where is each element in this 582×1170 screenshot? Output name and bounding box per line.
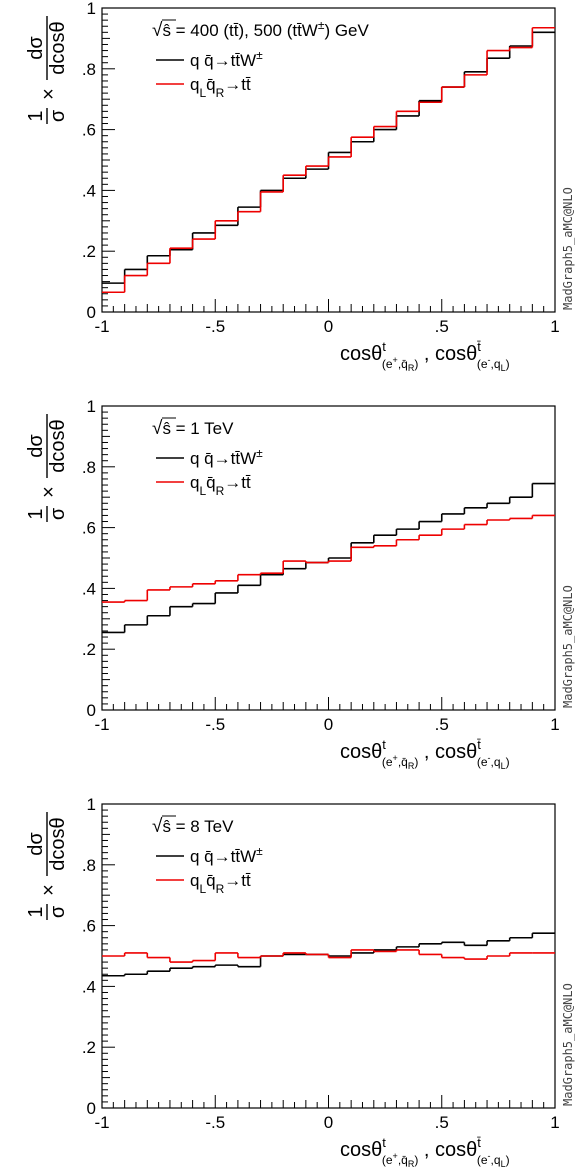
chart-panel-3: 0 .2 .4 .6 .8 1 -1 -.5 0 .5 1 √ŝ = 8 TeV q q̄→tt̄W±… <box>25 795 575 1169</box>
x-axis: -1 -.5 0 .5 1 <box>94 1095 560 1132</box>
x-tick-label: -.5 <box>205 715 225 734</box>
watermark: MadGraph5_aMC@NLO <box>561 187 575 310</box>
y-tick-label: 0 <box>87 701 96 720</box>
series-ttw <box>102 932 555 977</box>
y-label-times: × <box>38 884 60 896</box>
x-tick-label: 1 <box>550 715 559 734</box>
y-label-sigma: σ <box>47 905 69 918</box>
x-tick-label: 0 <box>324 317 333 336</box>
watermark: MadGraph5_aMC@NLO <box>561 585 575 708</box>
x-axis-label: cosθt (e+,q̄R) , cosθt̄ (e-,qL) <box>340 737 510 771</box>
y-axis-label: 1 σ × dσ dcosθ <box>25 414 69 522</box>
legend-label-tt: qLq̄R→tt̄ <box>190 473 251 498</box>
y-tick-label: 1 <box>87 397 96 416</box>
x-tick-label: -.5 <box>205 317 225 336</box>
y-tick-label: 0 <box>87 1099 96 1118</box>
y-tick-label: .2 <box>82 242 96 261</box>
legend: √ŝ = 400 (tt̄), 500 (tt̄W±) GeV q q̄→tt̄… <box>152 18 370 100</box>
series-tt <box>102 26 555 294</box>
y-axis-label: 1 σ × dσ dcosθ <box>25 16 69 124</box>
x-axis-label: cosθt (e+,q̄R) , cosθt̄ (e-,qL) <box>340 1135 510 1169</box>
x-tick-label: .5 <box>435 715 449 734</box>
y-tick-label: .8 <box>82 60 96 79</box>
y-tick-label: .6 <box>82 121 96 140</box>
y-tick-label: .4 <box>82 977 96 996</box>
y-tick-label: .8 <box>82 856 96 875</box>
legend-label-ttw: q q̄→tt̄W± <box>190 446 263 468</box>
y-tick-label: .6 <box>82 917 96 936</box>
y-tick-label: 0 <box>87 303 96 322</box>
legend-header: √ŝ = 400 (tt̄), 500 (tt̄W±) GeV <box>152 18 370 41</box>
y-label-dsigma: dσ <box>25 36 47 60</box>
legend-label-ttw: q q̄→tt̄W± <box>190 48 263 70</box>
y-label-dsigma: dσ <box>25 832 47 856</box>
y-tick-label: .4 <box>82 181 96 200</box>
x-tick-label: .5 <box>435 1113 449 1132</box>
legend-label-tt: qLq̄R→tt̄ <box>190 871 251 896</box>
y-axis: 0 .2 .4 .6 .8 1 <box>82 397 115 720</box>
y-tick-label: .8 <box>82 458 96 477</box>
y-axis: 0 .2 .4 .6 .8 1 <box>82 0 115 322</box>
y-tick-label: .2 <box>82 640 96 659</box>
y-tick-label: 1 <box>87 795 96 814</box>
y-label-dsigma: dσ <box>25 434 47 458</box>
legend-header: √ŝ = 8 TeV <box>152 816 234 837</box>
x-tick-label: -1 <box>94 715 109 734</box>
y-label-dcos: dcosθ <box>47 817 69 870</box>
y-label-one: 1 <box>25 906 47 917</box>
y-tick-label: .2 <box>82 1038 96 1057</box>
x-axis-label: cosθt (e+,q̄R) , cosθt̄ (e-,qL) <box>340 339 510 373</box>
y-tick-label: 1 <box>87 0 96 18</box>
y-tick-label: .6 <box>82 519 96 538</box>
y-label-dcos: dcosθ <box>47 419 69 472</box>
watermark: MadGraph5_aMC@NLO <box>561 983 575 1106</box>
y-label-times: × <box>38 88 60 100</box>
x-tick-label: 1 <box>550 317 559 336</box>
y-tick-label: .4 <box>82 579 96 598</box>
x-tick-label: 0 <box>324 1113 333 1132</box>
x-tick-label: 0 <box>324 715 333 734</box>
y-label-sigma: σ <box>47 507 69 520</box>
series-tt <box>102 514 555 603</box>
y-axis: 0 .2 .4 .6 .8 1 <box>82 795 115 1118</box>
y-label-sigma: σ <box>47 109 69 122</box>
y-label-one: 1 <box>25 110 47 121</box>
x-axis: -1 -.5 0 .5 1 <box>94 299 560 336</box>
x-tick-label: -.5 <box>205 1113 225 1132</box>
x-tick-label: .5 <box>435 317 449 336</box>
y-label-one: 1 <box>25 508 47 519</box>
x-tick-label: 1 <box>550 1113 559 1132</box>
chart-panel-2: 0 .2 .4 .6 .8 1 -1 -.5 0 .5 1 √ŝ = 1 TeV q q̄→tt̄W±… <box>25 397 575 771</box>
series-tt <box>102 949 555 963</box>
chart-panel-1: 0 .2 .4 .6 .8 1 -1 -.5 0 .5 1 √ŝ = 400 (tt̄), 500 … <box>25 0 575 373</box>
legend-header: √ŝ = 1 TeV <box>152 418 234 439</box>
y-label-times: × <box>38 486 60 498</box>
y-axis-label: 1 σ × dσ dcosθ <box>25 812 69 920</box>
legend-label-tt: qLq̄R→tt̄ <box>190 75 251 100</box>
x-tick-label: -1 <box>94 317 109 336</box>
legend: √ŝ = 8 TeV q q̄→tt̄W± qLq̄R→tt̄ <box>152 815 263 896</box>
series-ttw <box>102 482 555 634</box>
legend-label-ttw: q q̄→tt̄W± <box>190 844 263 866</box>
legend: √ŝ = 1 TeV q q̄→tt̄W± qLq̄R→tt̄ <box>152 417 263 498</box>
y-label-dcos: dcosθ <box>47 21 69 74</box>
x-tick-label: -1 <box>94 1113 109 1132</box>
x-axis: -1 -.5 0 .5 1 <box>94 697 560 734</box>
